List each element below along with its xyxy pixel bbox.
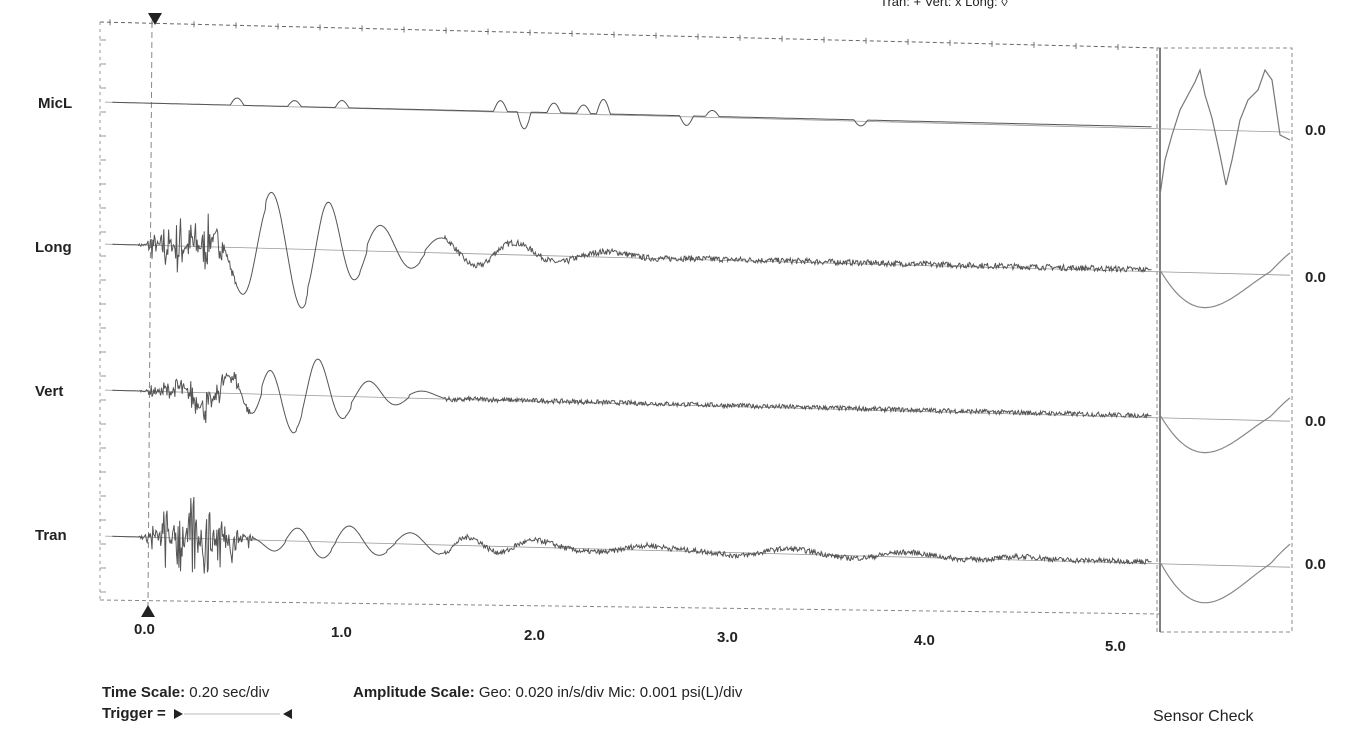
x-tick-label: 3.0 [717, 629, 738, 646]
trigger-range-icon [173, 709, 292, 720]
trace-tran [112, 496, 1152, 574]
x-tick-label: 2.0 [524, 627, 545, 644]
zero-label-vert: 0.0 [1305, 413, 1326, 430]
x-tick-label: 1.0 [331, 624, 352, 641]
zero-label-micl: 0.0 [1305, 122, 1326, 139]
x-tick-label: 5.0 [1105, 638, 1126, 655]
time-scale-label: Time Scale: [102, 684, 186, 701]
trace-vert [112, 358, 1152, 434]
sensor-check-vert [1159, 397, 1291, 454]
sensor-check-micl [1159, 67, 1291, 196]
trigger-marker-bottom [141, 605, 155, 617]
top-border [99, 21, 1161, 49]
trigger-marker-top [148, 13, 162, 25]
sensor-check-tran [1159, 543, 1291, 604]
channel-label-tran: Tran [35, 527, 67, 544]
channel-label-micl: MicL [38, 95, 72, 112]
time-scale: Time Scale: 0.20 sec/div [102, 684, 269, 701]
sensor-check-panel [1156, 47, 1293, 633]
x-tick-label: 0.0 [134, 621, 155, 638]
trace-long [112, 191, 1152, 309]
x-tick-label: 4.0 [914, 632, 935, 649]
amplitude-scale-label: Amplitude Scale: [353, 684, 475, 701]
amplitude-scale-value: Geo: 0.020 in/s/div Mic: 0.001 psi(L)/di… [478, 684, 743, 701]
trigger-legend: Trigger = [102, 705, 300, 722]
sensor-check-long [1159, 252, 1291, 309]
trigger-line [147, 21, 153, 607]
header-note: Tran: + Vert: x Long: ◊ [880, 0, 1008, 9]
zero-label-tran: 0.0 [1305, 556, 1326, 573]
sensor-check-label: Sensor Check [1153, 708, 1254, 725]
zero-label-long: 0.0 [1305, 269, 1326, 286]
time-scale-value: 0.20 sec/div [189, 684, 270, 701]
amplitude-scale: Amplitude Scale: Geo: 0.020 in/s/div Mic… [353, 684, 742, 701]
channel-label-vert: Vert [35, 383, 63, 400]
trace-micl [112, 97, 1152, 130]
channel-label-long: Long [35, 239, 72, 256]
trigger-label: Trigger = [102, 705, 166, 722]
bottom-border [99, 599, 1161, 615]
